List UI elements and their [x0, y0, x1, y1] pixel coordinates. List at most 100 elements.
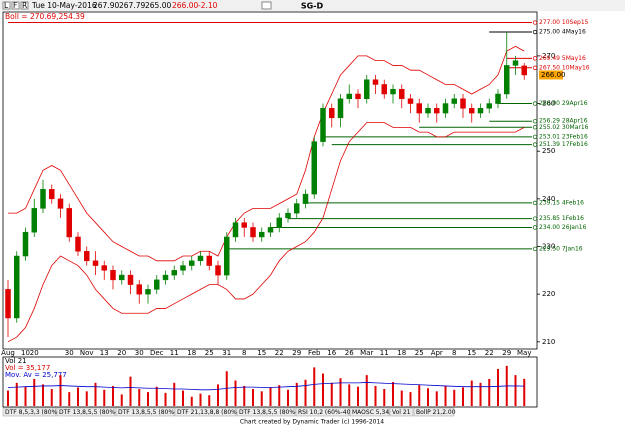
price-panel: [2, 11, 538, 350]
volume-bar: [470, 380, 473, 406]
tab[interactable]: [236, 407, 296, 417]
volume-bar: [112, 385, 114, 406]
checkbox[interactable]: [20, 1, 29, 10]
volume-bar: [217, 384, 219, 406]
volume-value: Vol = 35,177: [5, 364, 50, 372]
candle-body: [407, 98, 414, 104]
volume-bar: [418, 385, 421, 406]
candle-body: [451, 98, 457, 104]
x-tick-label: 22: [485, 349, 494, 357]
candle-body: [75, 236, 81, 252]
tab[interactable]: [56, 407, 116, 417]
candle-body: [84, 251, 90, 262]
volume-bar: [252, 389, 254, 406]
level-label: 267.50 10May16: [539, 64, 590, 71]
candle-body: [399, 88, 405, 100]
x-tick-label: 30: [135, 349, 144, 357]
band-line: [7, 122, 525, 343]
candle-body: [302, 193, 309, 204]
level-label: 275.00 4May16: [539, 29, 586, 36]
candle-body: [381, 84, 387, 95]
band-line: [8, 45, 525, 262]
x-tick-label: 30: [65, 349, 74, 357]
candle-body: [416, 103, 422, 114]
checkbox[interactable]: [11, 1, 20, 10]
volume-bar: [50, 389, 53, 406]
level-label: 269.49 5May16: [539, 55, 586, 62]
tab[interactable]: [349, 407, 390, 417]
volume-bar: [7, 390, 9, 406]
candle-body: [521, 65, 527, 76]
level-label: 229.50 7Jan16: [539, 245, 583, 252]
tab[interactable]: [389, 407, 414, 417]
candle-body: [232, 222, 239, 238]
quote-open: 267.90: [93, 1, 119, 10]
tab[interactable]: [295, 407, 350, 417]
volume-bar: [120, 394, 123, 406]
x-tick-label: Mar: [360, 349, 373, 357]
quote-change: -2.10: [198, 1, 218, 10]
candle-body: [66, 208, 72, 238]
candle-body: [267, 227, 274, 233]
level-marker: [532, 29, 538, 35]
y-tick-label: 250: [542, 147, 555, 155]
candle-body: [504, 65, 510, 95]
candle-body: [294, 203, 300, 214]
x-tick-label: 15: [467, 349, 476, 357]
chart-title: SG-D: [301, 2, 324, 11]
volume-bar: [234, 380, 237, 406]
candle-body: [180, 265, 186, 271]
candle-body: [364, 79, 370, 100]
volume-bar: [453, 389, 456, 406]
candle-body: [250, 227, 256, 238]
indicator-text: Boll = 270.69,254.39: [5, 12, 85, 21]
flag: L: [4, 1, 9, 10]
volume-bar: [182, 390, 184, 406]
volume-bar: [199, 393, 202, 406]
candle-body: [329, 108, 335, 119]
volume-bar: [24, 386, 27, 406]
x-tick-label: 25: [205, 349, 214, 357]
volume-bar: [138, 389, 141, 406]
volume-bar: [462, 387, 464, 406]
candle-body: [486, 103, 492, 109]
candle-body: [434, 108, 440, 114]
volume-bar: [243, 385, 246, 406]
level-label: 235.85 1Feb16: [539, 215, 584, 222]
volume-bar: [383, 389, 386, 406]
volume-bar: [435, 391, 438, 406]
volume-bar: [287, 389, 289, 406]
volume-bar: [147, 392, 149, 406]
candle-body: [215, 265, 221, 276]
volume-bar: [155, 386, 158, 406]
volume-ma: Mov. Av = 25,777: [5, 371, 67, 379]
x-tick-label: Feb: [308, 349, 321, 357]
x-tick-label: 8: [452, 349, 456, 357]
tab[interactable]: [413, 407, 455, 417]
tab[interactable]: [174, 407, 237, 417]
volume-bar: [313, 367, 316, 406]
y-tick-label: 260: [542, 100, 555, 108]
volume-ma-line: [7, 382, 525, 391]
tab-label: DTF 13,8,5,5 (80%-20%): [118, 409, 192, 416]
candle-body: [197, 255, 204, 262]
volume-bar: [15, 382, 18, 406]
volume-bar: [94, 382, 97, 406]
level-marker: [532, 125, 538, 130]
x-tick-label: Dec: [150, 349, 164, 357]
candle-body: [154, 279, 160, 290]
volume-bar: [59, 375, 62, 406]
level-label: 255.02 30Mar16: [539, 124, 589, 131]
tab[interactable]: [115, 407, 175, 417]
candle-body: [495, 93, 501, 104]
candle-body: [57, 198, 64, 209]
candle-body: [390, 88, 396, 95]
toggle[interactable]: [261, 1, 272, 10]
tab[interactable]: [2, 407, 57, 417]
candle-body: [337, 98, 344, 119]
checkbox[interactable]: [2, 1, 11, 10]
candle-body: [40, 189, 46, 209]
x-tick-label: May: [517, 349, 531, 357]
